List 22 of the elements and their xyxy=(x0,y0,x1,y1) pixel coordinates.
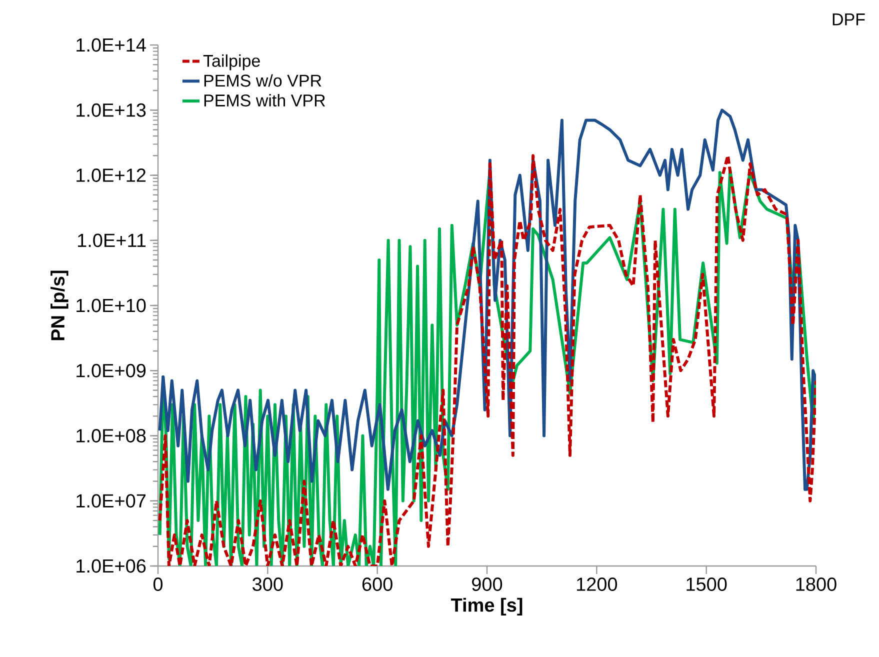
y-tick-label: 1.0E+12 xyxy=(76,168,146,182)
text: DPF xyxy=(832,14,865,26)
y-tick-label: 1.0E+13 xyxy=(76,103,146,117)
x-tick-label: 1800 xyxy=(796,578,836,591)
y-tick-label: 1.0E+06 xyxy=(76,559,146,573)
x-tick-label: 1500 xyxy=(686,578,727,591)
legend-label: PEMS w/o VPR xyxy=(204,74,322,87)
y-tick-label: 1.0E+09 xyxy=(76,364,146,378)
x-tick-label: 300 xyxy=(252,578,283,591)
y-axis-title: PN [p/s] xyxy=(50,270,68,340)
x-tick-label: 900 xyxy=(472,578,502,591)
x-axis-title: Time [s] xyxy=(450,598,522,616)
y-tick-label: 1.0E+08 xyxy=(76,429,146,442)
legend-label: PEMS with VPR xyxy=(204,94,326,107)
legend-label: Tailpipe xyxy=(203,54,260,70)
y-tick-label: 1.0E+10 xyxy=(76,298,146,312)
x-tick-label: 1200 xyxy=(576,578,618,591)
x-tick-label: 0 xyxy=(153,578,163,591)
x-tick-label: 600 xyxy=(362,578,392,591)
y-tick-label: 1.0E+07 xyxy=(76,494,146,508)
y-tick-label: 1.0E+14 xyxy=(76,38,146,52)
y-tick-label: 1.0E+11 xyxy=(78,234,146,248)
